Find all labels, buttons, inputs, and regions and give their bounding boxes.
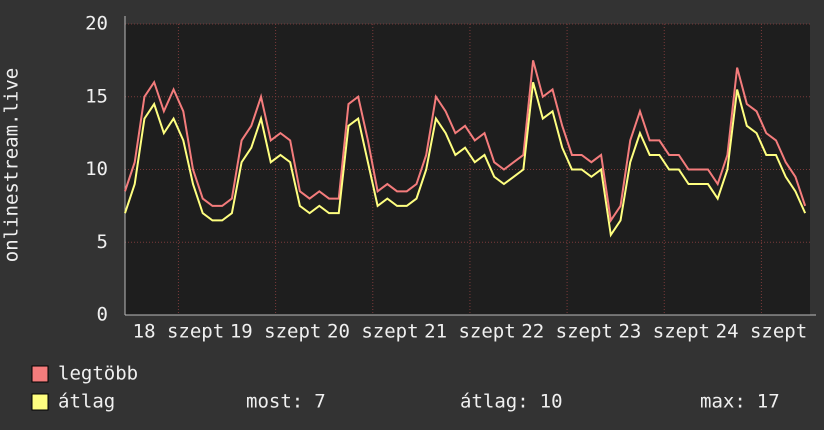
legend-swatch: [31, 393, 49, 411]
stat-value: 10: [540, 391, 563, 413]
stat-value: 17: [757, 391, 780, 413]
stat-value: 7: [314, 391, 325, 413]
x-tick-label: 22 szept: [521, 321, 613, 343]
y-tick-label: 15: [85, 85, 108, 107]
x-tick-label: 24 szept: [716, 321, 808, 343]
stat-label: most:: [246, 391, 303, 413]
x-tick-label: 18 szept: [133, 321, 225, 343]
series-line: [124, 60, 807, 224]
y-tick-label: 5: [97, 231, 108, 253]
series-line: [124, 81, 807, 238]
x-tick-label: 23 szept: [618, 321, 710, 343]
x-tick-label: 20 szept: [327, 321, 419, 343]
legend-swatch: [31, 365, 49, 383]
y-tick-label: 20: [85, 13, 108, 35]
x-tick-label: 21 szept: [424, 321, 516, 343]
y-tick-label: 10: [85, 158, 108, 180]
stat-label: max:: [700, 391, 746, 413]
y-tick-label: 0: [97, 304, 108, 326]
stat-label: átlag:: [460, 391, 529, 413]
legend-label: átlag: [58, 391, 115, 413]
y-axis-label: onlinestream.live: [1, 68, 23, 262]
legend-label: legtöbb: [58, 363, 138, 385]
x-tick-label: 19 szept: [230, 321, 322, 343]
